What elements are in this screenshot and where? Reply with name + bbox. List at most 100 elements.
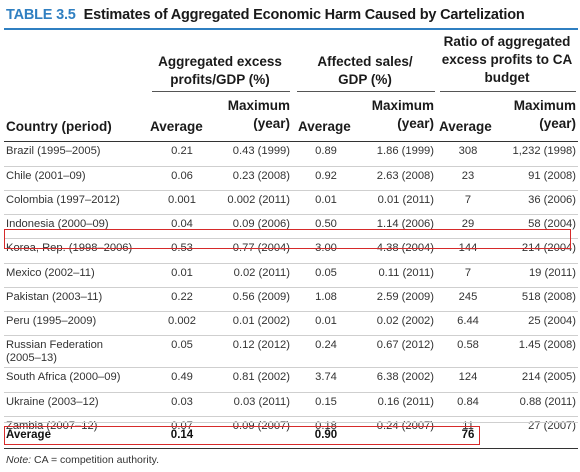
- cell-r-avg: 23: [461, 170, 475, 182]
- country-cell: Chile (2001–09): [6, 170, 156, 183]
- cell-p-avg: 0.001: [168, 194, 196, 206]
- country-cell: Pakistan (2003–11): [6, 291, 156, 304]
- bottom-rule: [4, 448, 578, 449]
- country-cell: Indonesia (2000–09): [6, 218, 156, 231]
- cell-s-max: 0.11 (2011): [378, 267, 434, 279]
- table-title: Estimates of Aggregated Economic Harm Ca…: [83, 7, 525, 23]
- cell-r-max: 58 (2004): [528, 218, 576, 230]
- cell-r-avg: 308: [458, 145, 478, 157]
- row-divider: [4, 263, 578, 264]
- table-row: Ukraine (2003–12) 0.03 0.03 (2011) 0.15 0.16…: [4, 396, 578, 416]
- cell-r-avg: 7: [464, 267, 472, 279]
- cell-r-avg: 0.58: [457, 339, 479, 351]
- top-rule: [4, 28, 578, 30]
- header-rule: [4, 141, 578, 142]
- table-title-row: TABLE 3.5 Estimates of Aggregated Econom…: [6, 4, 525, 26]
- cell-p-max: 0.01 (2002): [232, 315, 290, 327]
- cell-r-max: 25 (2004): [528, 315, 576, 327]
- cell-p-max: 0.23 (2008): [232, 170, 290, 182]
- cell-p-max: 0.03 (2011): [233, 396, 290, 408]
- country-name: Chile (2001–09): [6, 170, 86, 182]
- cell-p-max: 0.43 (1999): [232, 145, 290, 157]
- row-divider: [4, 311, 578, 312]
- cell-s-avg: 0.50: [315, 218, 337, 230]
- cell-p-avg: 0.04: [171, 218, 193, 230]
- cell-p-max: 0.09 (2006): [232, 218, 290, 230]
- cell-s-avg: 0.01: [315, 315, 337, 327]
- cell-s-max: 2.59 (2009): [376, 291, 434, 303]
- country-name: Pakistan (2003–11): [6, 291, 103, 303]
- cell-p-avg: 0.01: [171, 267, 193, 279]
- country-name: Colombia (1997–2012): [6, 194, 120, 206]
- country-cell: Russian Federation (2005–13): [6, 339, 156, 365]
- average-label: Average: [6, 429, 51, 441]
- profits-year-label: (year): [253, 116, 290, 131]
- table-row: Peru (1995–2009) 0.002 0.01 (2002) 0.01 0.02…: [4, 315, 578, 335]
- sales-maximum-header: Maximum (year): [358, 97, 434, 133]
- cell-s-avg: 0.24: [315, 339, 337, 351]
- cell-s-max: 0.02 (2002): [376, 315, 434, 327]
- country-period-continued: (2005–13): [6, 352, 58, 364]
- note-label: Note:: [6, 454, 32, 466]
- group-header-ratio-line1: Ratio of aggregated: [443, 34, 571, 49]
- cell-r-max: 19 (2011): [528, 267, 576, 279]
- sales-maximum-label: Maximum: [371, 98, 434, 113]
- table-row: Colombia (1997–2012) 0.001 0.002 (2011) 0.0…: [4, 194, 578, 214]
- table-row: Pakistan (2003–11) 0.22 0.56 (2009) 1.08 2.5…: [4, 291, 578, 311]
- row-divider: [4, 166, 578, 167]
- country-cell: Peru (1995–2009): [6, 315, 156, 328]
- cell-p-avg: 0.06: [171, 170, 193, 182]
- country-period-header: Country (period): [6, 119, 112, 134]
- table-row: Brazil (1995–2005) 0.21 0.43 (1999) 0.89 1.8…: [4, 145, 578, 165]
- table-row: Mexico (2002–11) 0.01 0.02 (2011) 0.05 0.11 …: [4, 267, 578, 287]
- country-name: Brazil (1995–2005): [6, 145, 101, 157]
- country-cell: South Africa (2000–09): [6, 371, 156, 384]
- row-divider: [4, 392, 578, 393]
- group-underline-sales: [297, 91, 435, 92]
- cell-s-avg: 1.08: [315, 291, 337, 303]
- cell-p-avg: 0.49: [171, 371, 193, 383]
- profits-maximum-header: Maximum (year): [214, 97, 290, 133]
- cell-r-max: 1.45 (2008): [518, 339, 576, 351]
- group-header-ratio-line2: excess profits to CA: [441, 52, 573, 67]
- cell-r-max: 91 (2008): [528, 170, 576, 182]
- row-divider: [4, 367, 578, 368]
- cell-p-max: 0.002 (2011): [227, 194, 290, 206]
- table-row: South Africa (2000–09) 0.49 0.81 (2002) 3.7…: [4, 371, 578, 391]
- cell-s-max: 1.14 (2006): [376, 218, 434, 230]
- cell-r-max: 0.88 (2011): [519, 396, 576, 408]
- cell-s-max: 2.63 (2008): [376, 170, 434, 182]
- ratio-maximum-header: Maximum (year): [496, 97, 576, 133]
- profits-maximum-label: Maximum: [227, 98, 290, 113]
- country-name: Indonesia (2000–09): [6, 218, 109, 230]
- cell-s-max: 1.86 (1999): [376, 145, 434, 157]
- cell-p-avg: 0.05: [171, 339, 193, 351]
- group-header-profits-line2: profits/GDP (%): [170, 72, 270, 87]
- table-note: Note: CA = competition authority.: [6, 454, 159, 466]
- row-divider: [4, 214, 578, 215]
- row-divider: [4, 422, 578, 423]
- cell-s-avg: 3.74: [315, 371, 337, 383]
- cell-p-max: 0.12 (2012): [232, 339, 290, 351]
- row-divider: [4, 238, 578, 239]
- cell-r-avg: 0.84: [457, 396, 479, 408]
- cell-s-avg: 0.05: [315, 267, 337, 279]
- cell-p-avg: 0.21: [171, 145, 193, 157]
- group-header-sales-line2: GDP (%): [338, 72, 392, 87]
- cell-p-max: 0.02 (2011): [233, 267, 290, 279]
- table-row: Russian Federation (2005–13) 0.05 0.12 (201…: [4, 339, 578, 364]
- group-header-sales: Affected sales/ GDP (%): [295, 53, 435, 89]
- cell-r-avg: 29: [461, 218, 475, 230]
- cell-s-avg: 0.15: [315, 396, 337, 408]
- country-name: Ukraine (2003–12): [6, 396, 99, 408]
- cell-r-max: 214 (2005): [521, 371, 576, 383]
- country-name: Mexico (2002–11): [6, 267, 95, 279]
- cell-r-avg: 6.44: [457, 315, 479, 327]
- cell-r-avg: 124: [458, 371, 478, 383]
- cell-r-avg: 245: [458, 291, 478, 303]
- country-name: South Africa (2000–09): [6, 371, 121, 383]
- country-name: Russian Federation: [6, 339, 104, 351]
- ratio-year-label: (year): [539, 116, 576, 131]
- group-header-profits: Aggregated excess profits/GDP (%): [150, 53, 290, 89]
- cell-p-avg: 0.22: [171, 291, 193, 303]
